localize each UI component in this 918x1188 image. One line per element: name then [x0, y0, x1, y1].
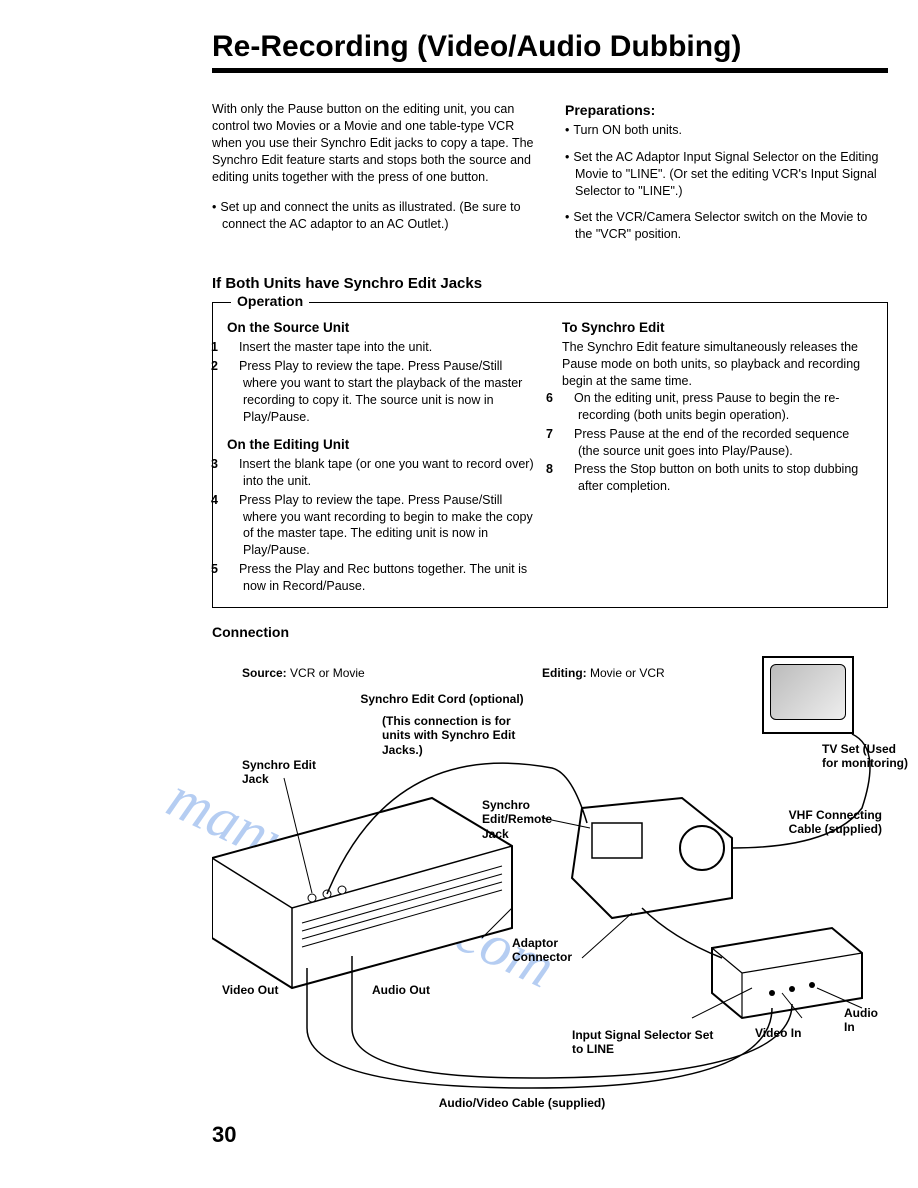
operation-box: Operation On the Source Unit 1Insert the…	[212, 302, 888, 608]
synchro-cord-label: Synchro Edit Cord (optional)	[342, 692, 542, 706]
connection-diagram: manualshive.com	[212, 648, 888, 1108]
page-title: Re-Recording (Video/Audio Dubbing)	[212, 30, 888, 73]
editing-label: Editing: Movie or VCR	[542, 666, 665, 680]
input-selector-label: Input Signal Selector Set to LINE	[572, 1028, 722, 1057]
source-label: Source: VCR or Movie	[242, 666, 365, 680]
prep-bullet-1: Turn ON both units.	[565, 122, 888, 139]
box-note-label: (This connection is for units with Synch…	[382, 714, 537, 757]
step-2: 2Press Play to review the tape. Press Pa…	[227, 358, 538, 426]
source-unit-heading: On the Source Unit	[227, 319, 538, 337]
tv-set-label: TV Set (Used for monitoring)	[822, 742, 912, 771]
intro-paragraph: With only the Pause button on the editin…	[212, 101, 535, 185]
synchro-remote-label: Synchro Edit/Remote Jack	[482, 798, 572, 841]
operation-left-col: On the Source Unit 1Insert the master ta…	[227, 313, 538, 597]
step-6: 6On the editing unit, press Pause to beg…	[562, 390, 873, 424]
prep-bullet-2: Set the AC Adaptor Input Signal Selector…	[565, 149, 888, 200]
step-8: 8Press the Stop button on both units to …	[562, 461, 873, 495]
av-cable-label: Audio/Video Cable (supplied)	[392, 1096, 652, 1110]
editing-unit-heading: On the Editing Unit	[227, 436, 538, 454]
step-5: 5Press the Play and Rec buttons together…	[227, 561, 538, 595]
vhf-cable-label: VHF Connecting Cable (supplied)	[772, 808, 882, 837]
adaptor-connector-label: Adaptor Connector	[512, 936, 592, 965]
adaptor-shape	[712, 928, 862, 1018]
synchro-section-heading: If Both Units have Synchro Edit Jacks	[212, 275, 888, 292]
intro-bullet-setup: Set up and connect the units as illustra…	[212, 199, 535, 233]
connection-heading: Connection	[212, 624, 888, 640]
step-3: 3Insert the blank tape (or one you want …	[227, 456, 538, 490]
step-7: 7Press Pause at the end of the recorded …	[562, 426, 873, 460]
video-out-label: Video Out	[222, 983, 278, 997]
audio-out-label: Audio Out	[372, 983, 430, 997]
preparations-heading: Preparations:	[565, 101, 888, 120]
video-in-label: Video In	[755, 1026, 801, 1040]
synchro-jack-label: Synchro Edit Jack	[242, 758, 322, 787]
camcorder-shape	[572, 798, 732, 918]
operation-right-col: To Synchro Edit The Synchro Edit feature…	[562, 313, 873, 597]
step-1: 1Insert the master tape into the unit.	[227, 339, 538, 356]
audio-in-label: Audio In	[844, 1006, 888, 1035]
intro-right-col: Preparations: Turn ON both units. Set th…	[565, 101, 888, 253]
prep-bullet-3: Set the VCR/Camera Selector switch on th…	[565, 209, 888, 243]
step-4: 4Press Play to review the tape. Press Pa…	[227, 492, 538, 560]
synchro-edit-desc: The Synchro Edit feature simultaneously …	[562, 339, 873, 390]
synchro-edit-heading: To Synchro Edit	[562, 319, 873, 337]
intro-columns: With only the Pause button on the editin…	[212, 101, 888, 253]
intro-left-col: With only the Pause button on the editin…	[212, 101, 535, 253]
page-number: 30	[212, 1122, 236, 1148]
operation-legend: Operation	[231, 293, 309, 309]
